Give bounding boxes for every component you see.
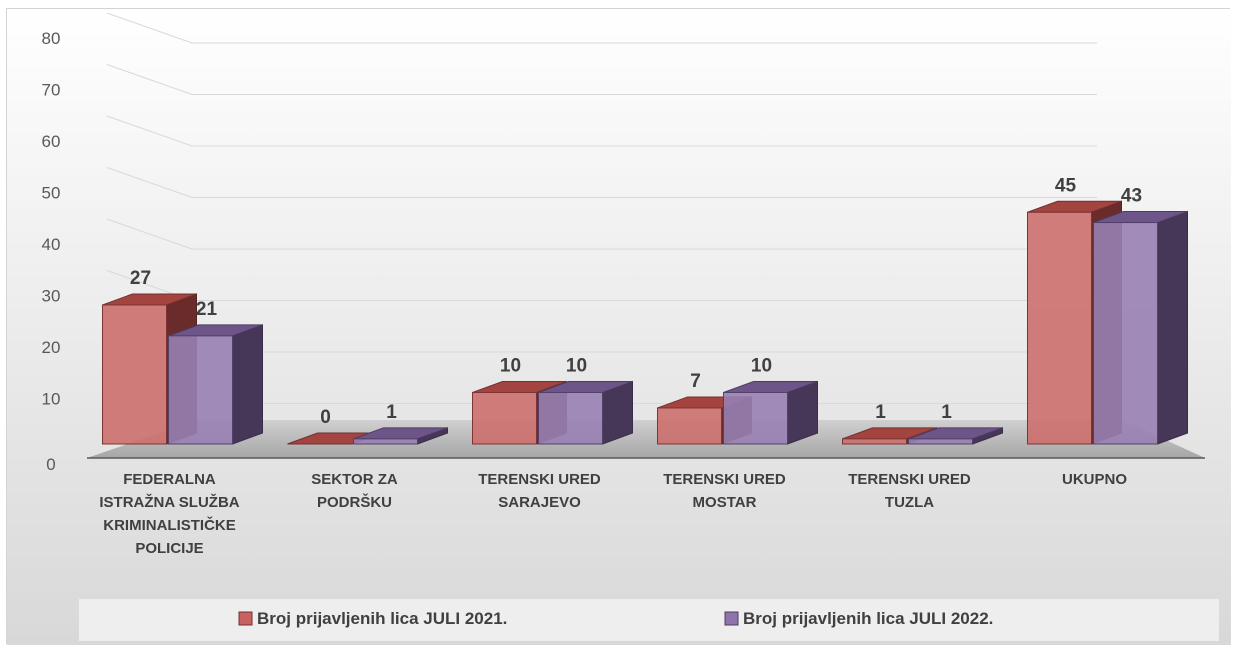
legend-label: Broj prijavljenih lica JULI 2022. bbox=[743, 609, 993, 628]
bar-front bbox=[1093, 222, 1158, 445]
data-label: 45 bbox=[1055, 175, 1077, 196]
data-label: 21 bbox=[196, 299, 218, 320]
data-label: 1 bbox=[941, 402, 952, 423]
data-label: 1 bbox=[875, 402, 886, 423]
legend-swatch bbox=[238, 611, 253, 626]
legend bbox=[79, 599, 1219, 641]
legend-label: Broj prijavljenih lica JULI 2021. bbox=[257, 609, 507, 628]
bar bbox=[1093, 210, 1188, 445]
gridline bbox=[106, 167, 1097, 198]
bar-front bbox=[102, 304, 167, 445]
data-label: 10 bbox=[566, 356, 587, 377]
category-label: TERENSKI URED TUZLA bbox=[848, 471, 971, 511]
category-label: TERENSKI URED MOSTAR bbox=[663, 471, 786, 511]
chart-frame: 0 10 20 30 40 50 60 70 80 27 21 0 1 10 10 7 10 1 1 45 43 FE… bbox=[6, 8, 1231, 645]
data-label: 27 bbox=[130, 268, 151, 289]
bar-front bbox=[538, 392, 603, 445]
y-tick-label: 70 bbox=[42, 81, 61, 100]
y-tick-label: 40 bbox=[42, 235, 61, 254]
y-tick-label: 20 bbox=[42, 338, 61, 357]
gridline bbox=[106, 115, 1097, 147]
y-tick-label: 50 bbox=[42, 184, 61, 203]
category-label: TERENSKI URED SARAJEVO bbox=[478, 471, 601, 511]
bar-front bbox=[168, 335, 233, 445]
data-label: 10 bbox=[500, 356, 521, 377]
bar-side bbox=[232, 324, 263, 445]
category-label: UKUPNO bbox=[1062, 471, 1127, 488]
bar-front bbox=[723, 392, 788, 445]
data-label: 43 bbox=[1121, 186, 1142, 207]
data-label: 0 bbox=[320, 407, 331, 428]
bar-front bbox=[353, 438, 418, 445]
bar-front bbox=[1027, 211, 1092, 445]
gridline bbox=[106, 64, 1097, 95]
bar-front bbox=[842, 438, 907, 445]
y-tick-label: 10 bbox=[42, 390, 61, 409]
y-tick-label: 80 bbox=[42, 29, 61, 48]
bar-chart: 0 10 20 30 40 50 60 70 80 27 21 0 1 10 10 7 10 1 1 45 43 FE… bbox=[7, 9, 1231, 645]
legend-swatch bbox=[724, 611, 739, 626]
bar-front bbox=[472, 392, 537, 445]
y-tick-label: 60 bbox=[42, 132, 61, 151]
bar-front bbox=[657, 407, 722, 445]
bar bbox=[538, 380, 633, 445]
category-label: SEKTOR ZA PODRŠKU bbox=[311, 471, 398, 511]
data-label: 10 bbox=[751, 356, 772, 377]
gridline bbox=[106, 218, 1097, 250]
category-label: FEDERALNA ISTRAŽNA SLUŽBA KRIMINALISTIČKE P… bbox=[99, 471, 239, 557]
bar-front bbox=[908, 438, 973, 445]
bar bbox=[908, 427, 1003, 445]
y-tick-label: 0 bbox=[46, 455, 55, 474]
y-tick-label: 30 bbox=[42, 287, 61, 306]
bar bbox=[353, 427, 448, 445]
gridline bbox=[106, 12, 1097, 44]
bar bbox=[723, 380, 818, 445]
bar bbox=[168, 324, 263, 445]
data-label: 1 bbox=[386, 402, 397, 423]
bar-side bbox=[1157, 210, 1188, 445]
data-label: 7 bbox=[690, 371, 701, 392]
